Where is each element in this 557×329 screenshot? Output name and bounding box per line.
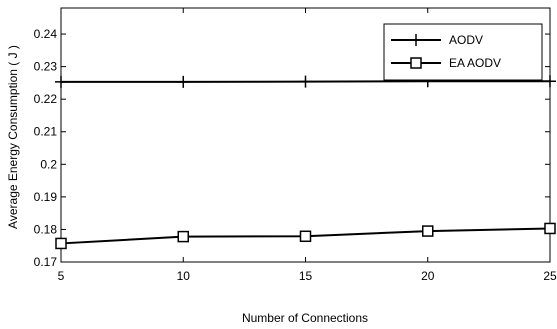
data-point-ea-aodv xyxy=(544,222,556,235)
x-axis-label: Number of Connections xyxy=(242,311,368,325)
legend-label-aodv: AODV xyxy=(449,33,483,47)
legend-box xyxy=(383,23,543,81)
legend-marker-aodv xyxy=(410,34,422,46)
data-point-aodv xyxy=(177,75,190,88)
y-tick-label: 0.22 xyxy=(34,92,58,106)
y-tick-label: 0.24 xyxy=(34,27,58,41)
y-tick-label: 0.18 xyxy=(34,222,58,236)
x-axis-ticks: 5 10 15 20 25 xyxy=(58,8,557,283)
series-layer xyxy=(55,75,556,250)
data-point-ea-aodv xyxy=(422,225,434,237)
x-tick-label: 25 xyxy=(543,269,557,283)
y-tick-label: 0.2 xyxy=(40,157,57,171)
y-tick-label: 0.21 xyxy=(34,125,58,139)
y-tick-label: 0.19 xyxy=(34,190,58,204)
data-point-ea-aodv xyxy=(55,237,67,250)
data-point-aodv xyxy=(55,75,67,88)
x-tick-label: 5 xyxy=(58,269,65,283)
legend-label-ea-aodv: EA AODV xyxy=(449,56,501,70)
y-axis-ticks: 0.17 0.18 0.19 0.2 0.21 0.22 0.23 0.24 xyxy=(34,27,550,269)
data-point-aodv xyxy=(544,75,556,88)
legend-marker-ea-aodv xyxy=(410,57,422,69)
legend: AODV EA AODV xyxy=(383,23,543,81)
data-point-ea-aodv xyxy=(299,230,312,243)
x-tick-label: 15 xyxy=(299,269,313,283)
y-tick-label: 0.23 xyxy=(34,60,58,74)
x-tick-label: 10 xyxy=(177,269,191,283)
data-point-aodv xyxy=(299,75,312,88)
y-tick-label: 0.17 xyxy=(34,255,58,269)
y-axis-label: Average Energy Consumption ( J ) xyxy=(6,45,20,229)
data-point-ea-aodv xyxy=(177,230,189,243)
x-tick-label: 20 xyxy=(421,269,435,283)
